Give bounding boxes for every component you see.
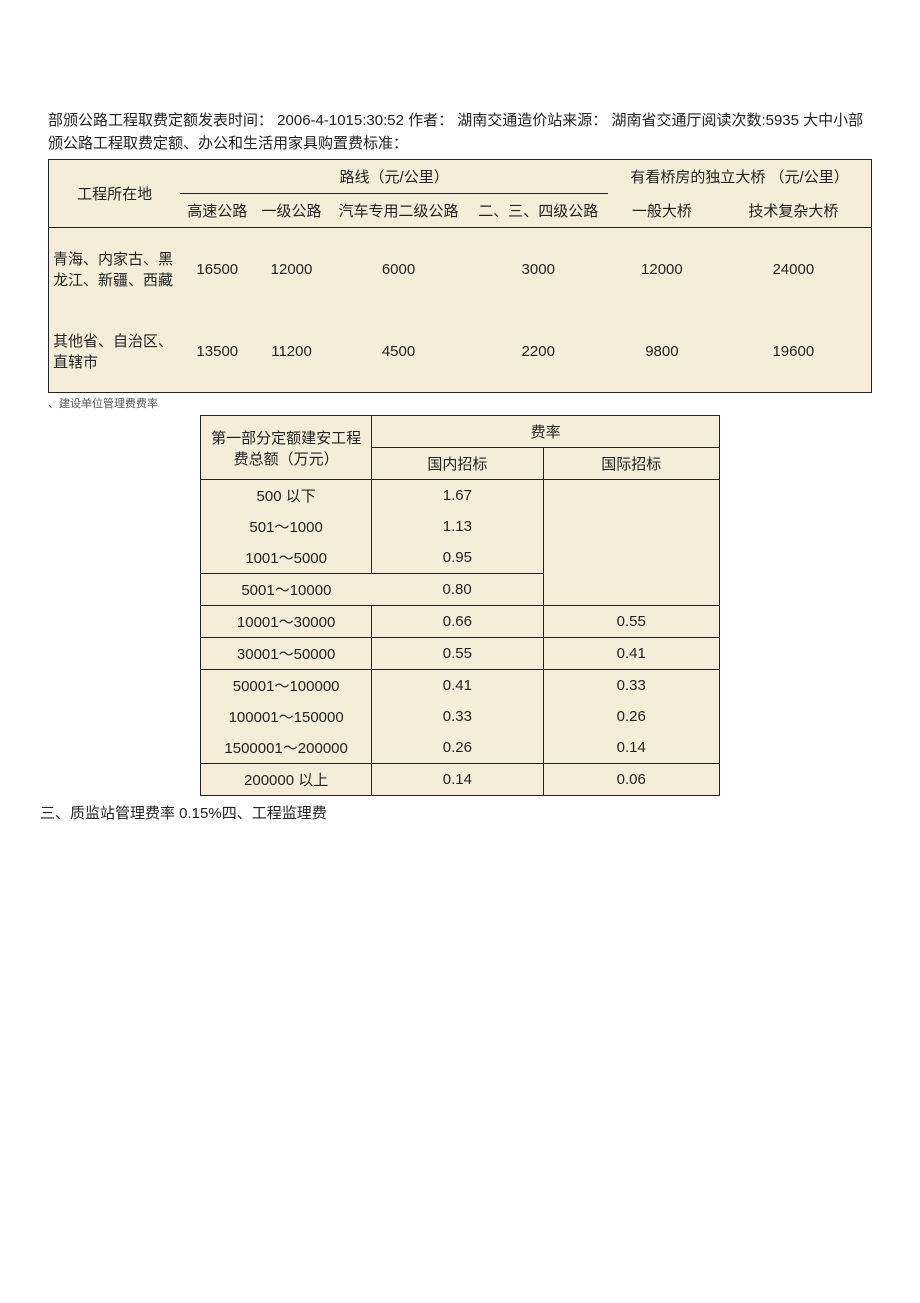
t1-sub-c1: 高速公路: [180, 194, 254, 228]
table-management-fee-rate: 第一部分定额建安工程费总额（万元） 费率 国内招标 国际招标 500 以下 1.…: [200, 415, 720, 796]
t2-intl: [543, 480, 719, 512]
t2-range: 100001～150000: [201, 701, 372, 732]
t2-domestic: 1.13: [372, 511, 543, 542]
t1-cell: 6000: [329, 228, 469, 311]
t2-domestic: 0.66: [372, 606, 543, 638]
t2-domestic: 0.26: [372, 732, 543, 764]
t2-intl: 0.06: [543, 764, 719, 796]
t2-header-domestic: 国内招标: [372, 448, 543, 480]
t1-cell: 12000: [254, 228, 328, 311]
t1-cell: 12000: [608, 228, 716, 311]
t1-header-region: 工程所在地: [49, 160, 181, 228]
t2-domestic: 0.14: [372, 764, 543, 796]
t1-cell: 3000: [468, 228, 608, 311]
t1-sub-c4: 二、三、四级公路: [468, 194, 608, 228]
t2-header-left: 第一部分定额建安工程费总额（万元）: [201, 416, 372, 480]
t2-intl: [543, 542, 719, 574]
t1-cell: 13500: [180, 310, 254, 393]
t1-row-region: 其他省、自治区、直辖市: [49, 310, 181, 393]
t2-domestic: 0.80: [372, 574, 543, 606]
t2-domestic: 0.41: [372, 670, 543, 702]
t2-range: 1500001～200000: [201, 732, 372, 764]
t2-intl: 0.26: [543, 701, 719, 732]
t1-cell: 16500: [180, 228, 254, 311]
subhead-text: 、建设单位管理费费率: [0, 395, 920, 415]
t1-cell: 9800: [608, 310, 716, 393]
t1-row-region: 青海、内家古、黑龙江、新疆、西藏: [49, 228, 181, 311]
t1-header-bridge: 有看桥房的独立大桥 （元/公里）: [608, 160, 871, 194]
t1-sub-c5: 一般大桥: [608, 194, 716, 228]
t2-range: 10001～30000: [201, 606, 372, 638]
t1-cell: 2200: [468, 310, 608, 393]
t2-range: 50001～100000: [201, 670, 372, 702]
t2-intl: 0.33: [543, 670, 719, 702]
t2-intl: [543, 511, 719, 542]
t2-domestic: 1.67: [372, 480, 543, 512]
t2-header-rate: 费率: [372, 416, 720, 448]
t2-intl: 0.41: [543, 638, 719, 670]
t2-intl: 0.55: [543, 606, 719, 638]
t2-range: 500 以下: [201, 480, 372, 512]
t1-cell: 24000: [716, 228, 872, 311]
t2-domestic: 0.95: [372, 542, 543, 574]
t1-cell: 4500: [329, 310, 469, 393]
t2-domestic: 0.55: [372, 638, 543, 670]
t1-sub-c6: 技术复杂大桥: [716, 194, 872, 228]
t2-header-intl: 国际招标: [543, 448, 719, 480]
t2-domestic: 0.33: [372, 701, 543, 732]
t2-intl: 0.14: [543, 732, 719, 764]
t2-intl: [543, 574, 719, 606]
t1-sub-c3: 汽车专用二级公路: [329, 194, 469, 228]
t1-header-route: 路线（元/公里）: [180, 160, 608, 194]
t1-cell: 11200: [254, 310, 328, 393]
t2-range: 1001～5000: [201, 542, 372, 574]
outro-text: 三、质监站管理费率 0.15%四、工程监理费: [0, 796, 920, 823]
intro-text: 部颁公路工程取费定额发表时间： 2006-4-1015:30:52 作者： 湖南…: [48, 110, 872, 155]
t2-range: 30001～50000: [201, 638, 372, 670]
table-furniture-standard: 工程所在地 路线（元/公里） 有看桥房的独立大桥 （元/公里） 高速公路 一级公…: [48, 159, 872, 393]
t2-range: 200000 以上: [201, 764, 372, 796]
t1-cell: 19600: [716, 310, 872, 393]
t1-sub-c2: 一级公路: [254, 194, 328, 228]
t2-range: 501～1000: [201, 511, 372, 542]
t2-range: 5001～10000: [201, 574, 372, 606]
